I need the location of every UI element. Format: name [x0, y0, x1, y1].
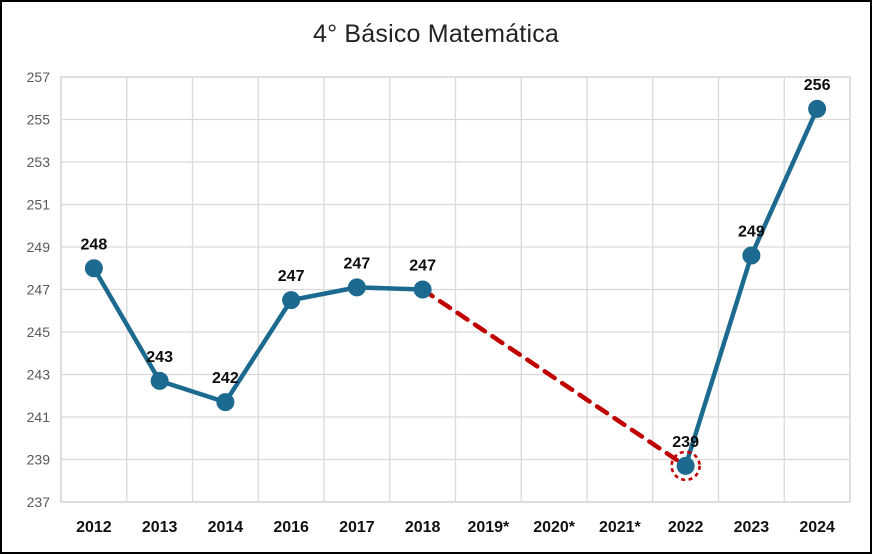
x-axis-label-2021*: 2021* [599, 519, 642, 536]
highlight-ring-2022 [670, 450, 701, 482]
x-axis-label-2019*: 2019* [467, 519, 510, 536]
y-axis-label-243: 243 [27, 367, 51, 383]
y-axis-label-257: 257 [27, 69, 51, 85]
data-label-2018: 247 [409, 258, 436, 275]
data-point-2013 [150, 371, 169, 390]
data-label-2012: 248 [81, 236, 108, 253]
data-label-2014: 242 [212, 370, 239, 387]
x-axis-label-2023: 2023 [734, 519, 770, 536]
x-axis-label-2018: 2018 [405, 519, 441, 536]
x-axis-label-2022: 2022 [668, 519, 704, 536]
x-axis-label-2016: 2016 [273, 519, 309, 536]
y-axis-label-251: 251 [27, 197, 51, 213]
x-axis-label-2013: 2013 [142, 519, 178, 536]
data-point-2016 [282, 291, 301, 310]
x-axis-label-2012: 2012 [76, 519, 112, 536]
x-axis-label-2024: 2024 [799, 519, 835, 536]
y-axis-label-249: 249 [27, 239, 51, 255]
y-axis-label-241: 241 [27, 409, 51, 425]
data-label-2016: 247 [278, 268, 305, 285]
y-axis-label-253: 253 [27, 154, 51, 170]
projection-dashed-line [420, 287, 688, 469]
data-point-2017 [347, 278, 366, 297]
data-point-2018 [413, 280, 432, 299]
y-axis-label-255: 255 [27, 112, 51, 128]
x-axis-label-2017: 2017 [339, 519, 375, 536]
y-axis-label-245: 245 [27, 324, 51, 340]
series-line-1 [91, 266, 425, 405]
data-label-2022: 239 [672, 434, 699, 451]
data-point-2022 [676, 456, 695, 475]
data-point-2024 [808, 99, 827, 118]
data-label-2017: 247 [344, 255, 371, 272]
data-label-2013: 243 [146, 349, 173, 366]
data-point-2023 [742, 246, 761, 265]
chart-title: 4° Básico Matemática [312, 20, 560, 48]
y-axis-label-237: 237 [27, 494, 51, 510]
x-axis-label-2020*: 2020* [533, 519, 576, 536]
data-point-2014 [216, 393, 235, 412]
x-axis-label-2014: 2014 [208, 519, 244, 536]
data-point-2012 [84, 259, 103, 278]
plot-area-border [60, 76, 851, 503]
y-axis-label-247: 247 [27, 282, 51, 298]
data-label-2023: 249 [738, 224, 765, 241]
y-axis-label-239: 239 [27, 452, 51, 468]
data-label-2024: 256 [804, 77, 831, 94]
